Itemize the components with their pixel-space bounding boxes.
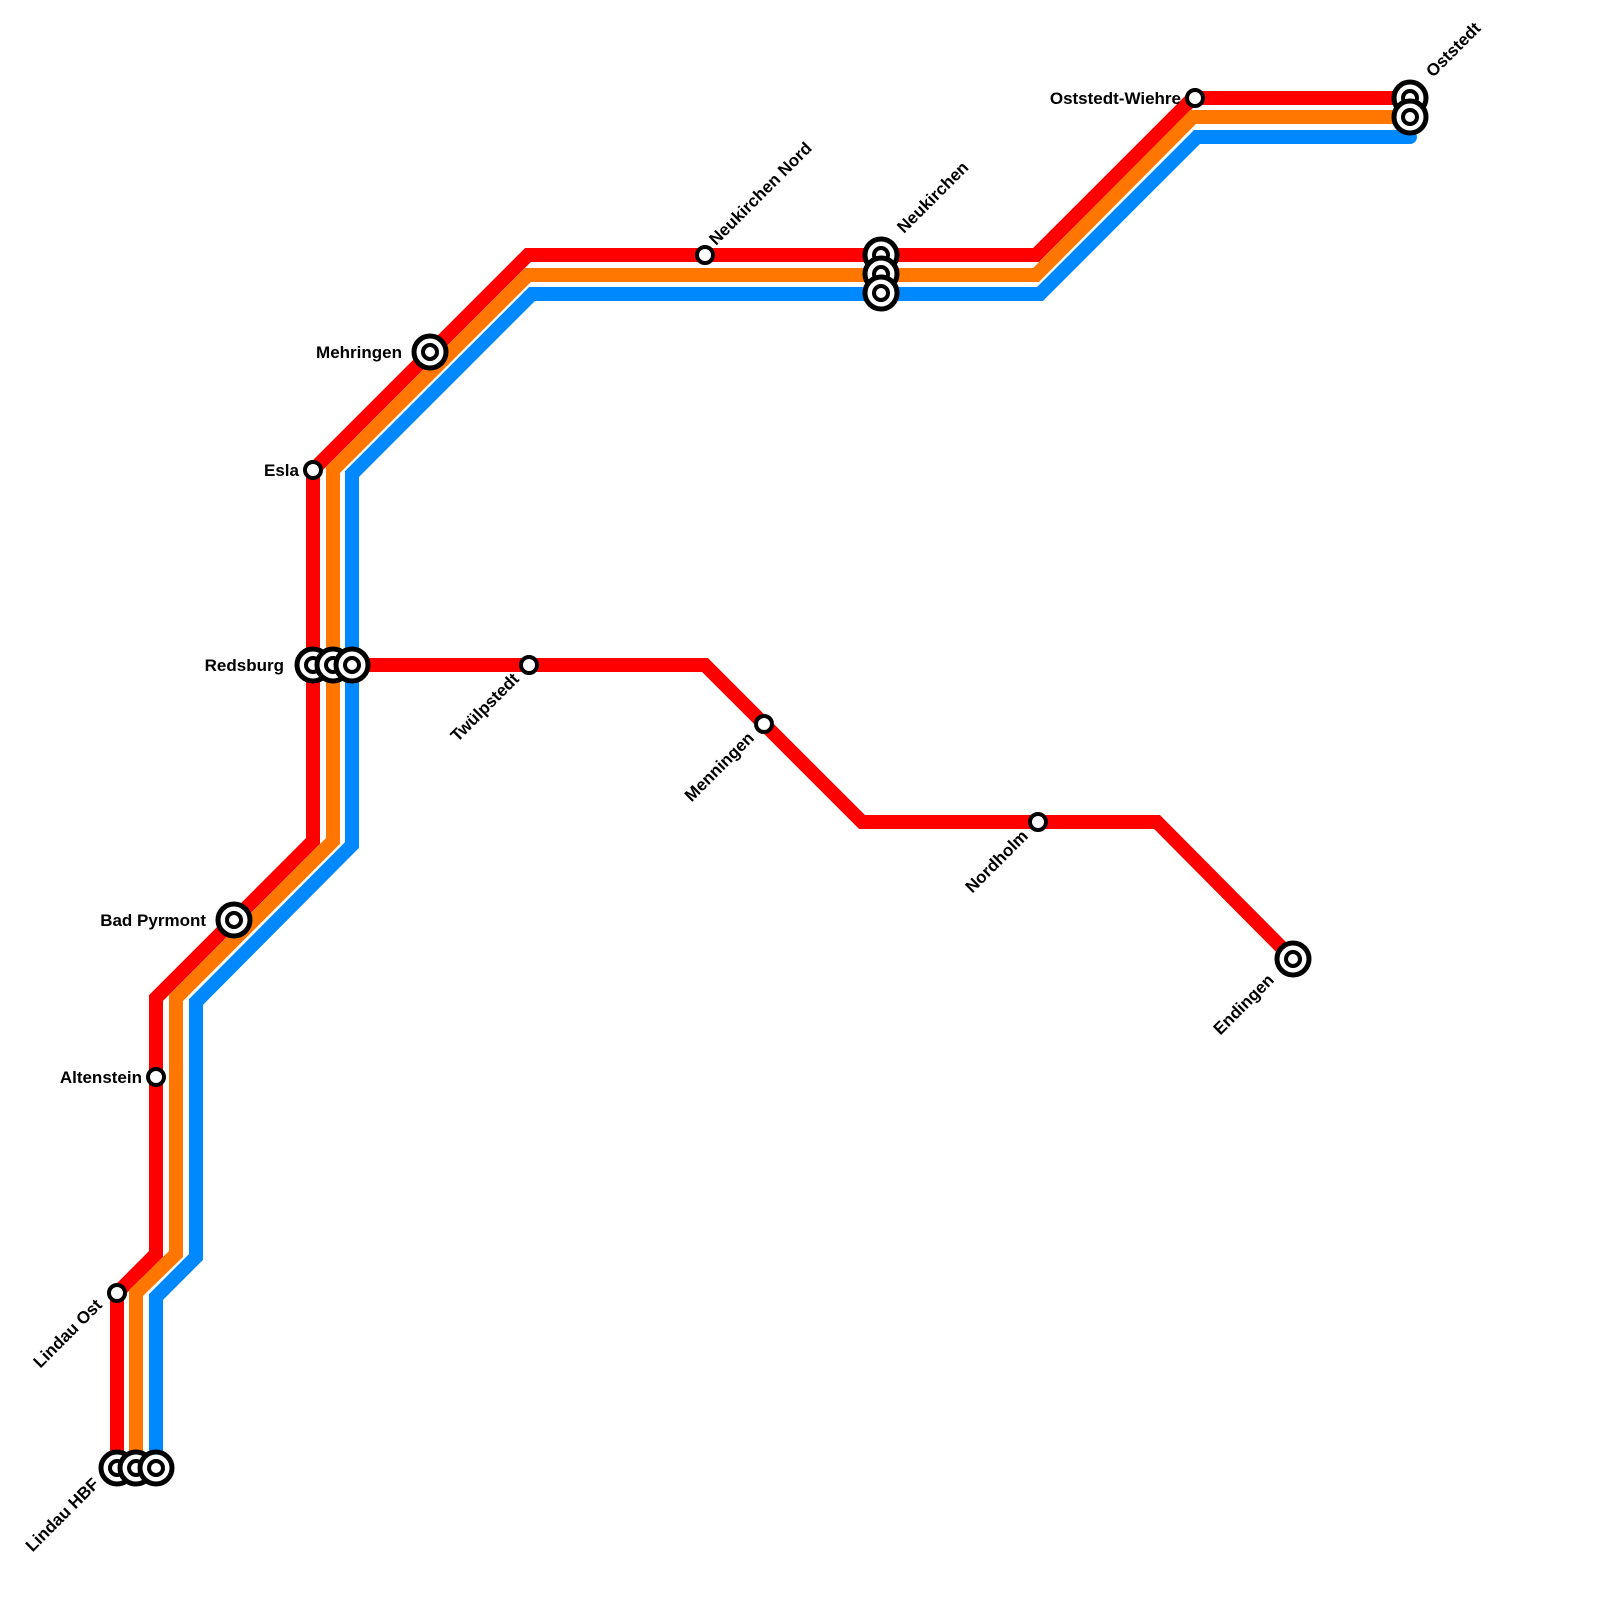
stop-icon <box>1028 812 1048 832</box>
interchange-core-icon <box>1401 108 1419 126</box>
station-menningen[interactable] <box>754 714 774 734</box>
station-oststedt[interactable] <box>1391 79 1429 136</box>
line-red <box>110 91 1417 1475</box>
station-endingen[interactable] <box>1274 940 1312 978</box>
station-lindau-hbf[interactable] <box>98 1449 175 1487</box>
station-label-oststedt-wiehre: Oststedt-Wiehre <box>1050 89 1181 108</box>
station-mehringen[interactable] <box>411 333 449 371</box>
stop-icon <box>146 1067 166 1087</box>
station-label-lindau-hbf: Lindau HBF <box>22 1474 103 1555</box>
interchange-core-icon <box>421 343 439 361</box>
station-twulpstedt[interactable] <box>519 655 539 675</box>
line-red <box>345 658 1300 966</box>
station-label-nordholm: Nordholm <box>962 826 1032 896</box>
stop-icon <box>754 714 774 734</box>
interchange-core-icon <box>147 1459 165 1477</box>
station-altenstein[interactable] <box>146 1067 166 1087</box>
lines <box>110 91 1417 1475</box>
station-label-esla: Esla <box>264 461 300 480</box>
interchange-core-icon <box>1284 950 1302 968</box>
station-neukirchen-nord[interactable] <box>695 245 715 265</box>
interchange-core-icon <box>343 656 361 674</box>
station-bad-pyrmont[interactable] <box>215 901 253 939</box>
stop-icon <box>1185 88 1205 108</box>
stop-icon <box>695 245 715 265</box>
station-label-altenstein: Altenstein <box>60 1068 142 1087</box>
station-neukirchen[interactable] <box>862 236 900 312</box>
station-label-bad-pyrmont: Bad Pyrmont <box>100 911 206 930</box>
line-blue <box>149 130 1417 1475</box>
station-esla[interactable] <box>303 460 323 480</box>
station-label-lindau-ost: Lindau Ost <box>30 1295 106 1371</box>
station-redsburg[interactable] <box>294 646 371 684</box>
station-label-menningen: Menningen <box>681 728 758 805</box>
stations <box>98 79 1429 1487</box>
station-oststedt-wiehre[interactable] <box>1185 88 1205 108</box>
station-label-twulpstedt: Twülpstedt <box>447 669 523 745</box>
line-orange <box>129 110 1417 1475</box>
stop-icon <box>303 460 323 480</box>
station-label-redsburg: Redsburg <box>205 656 284 675</box>
station-label-mehringen: Mehringen <box>316 343 402 362</box>
stop-icon <box>107 1283 127 1303</box>
station-label-neukirchen-nord: Neukirchen Nord <box>705 139 815 249</box>
interchange-core-icon <box>225 911 243 929</box>
station-nordholm[interactable] <box>1028 812 1048 832</box>
stop-icon <box>519 655 539 675</box>
interchange-core-icon <box>872 284 890 302</box>
station-lindau-ost[interactable] <box>107 1283 127 1303</box>
station-label-endingen: Endingen <box>1210 970 1278 1038</box>
station-label-neukirchen: Neukirchen <box>893 158 972 237</box>
station-label-oststedt: Oststedt <box>1422 18 1484 80</box>
